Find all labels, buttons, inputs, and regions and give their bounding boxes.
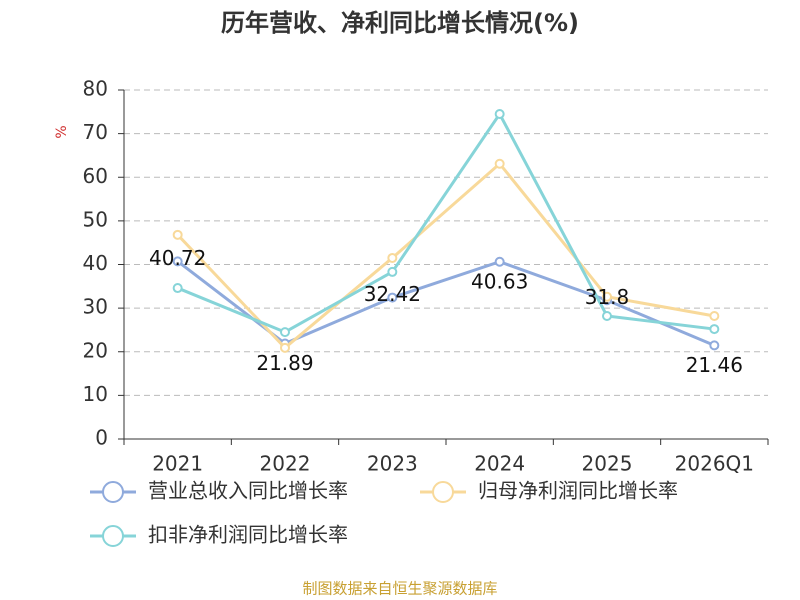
y-tick-label: 30 xyxy=(83,295,108,319)
point xyxy=(172,229,183,240)
point xyxy=(709,340,720,351)
point xyxy=(387,292,398,303)
x-tick-label: 2026Q1 xyxy=(675,452,754,476)
y-tick-label: 70 xyxy=(83,120,108,144)
legend-label: 归母净利润同比增长率 xyxy=(478,479,678,503)
legend-marker xyxy=(432,481,454,503)
data-label: 32.42 xyxy=(364,282,421,306)
line xyxy=(176,161,715,350)
x-tick-label: 2023 xyxy=(367,452,418,476)
y-tick-label: 20 xyxy=(83,338,108,362)
point xyxy=(602,310,612,321)
y-tick-label: 80 xyxy=(83,77,108,101)
data-label: 21.89 xyxy=(256,351,313,375)
source: 制图数据来自恒生聚源数据库 xyxy=(302,580,497,598)
y-tick-label: 10 xyxy=(83,382,108,406)
y-tick-label: 60 xyxy=(83,164,108,188)
legend-label: 扣非净利润同比增长率 xyxy=(148,523,348,547)
point xyxy=(280,327,290,338)
point xyxy=(387,252,398,263)
line xyxy=(176,260,715,347)
point xyxy=(494,158,505,169)
y-tick-label: 0 xyxy=(95,426,108,450)
data-label: 21.46 xyxy=(686,353,743,377)
x-tick-label: 2021 xyxy=(152,452,203,476)
point xyxy=(494,108,505,119)
data-label: 40.72 xyxy=(149,246,206,270)
y-tick-label: 40 xyxy=(83,251,108,275)
y-axis-label: % xyxy=(54,125,70,138)
data-label: 40.63 xyxy=(471,269,528,293)
point xyxy=(602,291,612,302)
legend-marker xyxy=(102,525,124,547)
point xyxy=(172,256,183,267)
point xyxy=(709,324,720,335)
data-label: 31.8 xyxy=(585,285,630,309)
x-tick-label: 2022 xyxy=(260,452,311,476)
x-tick-label: 2025 xyxy=(582,452,633,476)
point xyxy=(709,310,720,321)
point xyxy=(172,283,183,294)
legend-label: 营业总收入同比增长率 xyxy=(148,479,348,503)
x-tick-label: 2024 xyxy=(474,452,525,476)
line xyxy=(177,111,715,334)
legend-marker xyxy=(102,481,124,503)
chart-title: 历年营收、净利同比增长情况(%) xyxy=(221,9,579,37)
y-tick-label: 50 xyxy=(83,207,108,231)
point xyxy=(494,256,505,267)
point xyxy=(387,266,398,277)
point xyxy=(280,342,290,353)
